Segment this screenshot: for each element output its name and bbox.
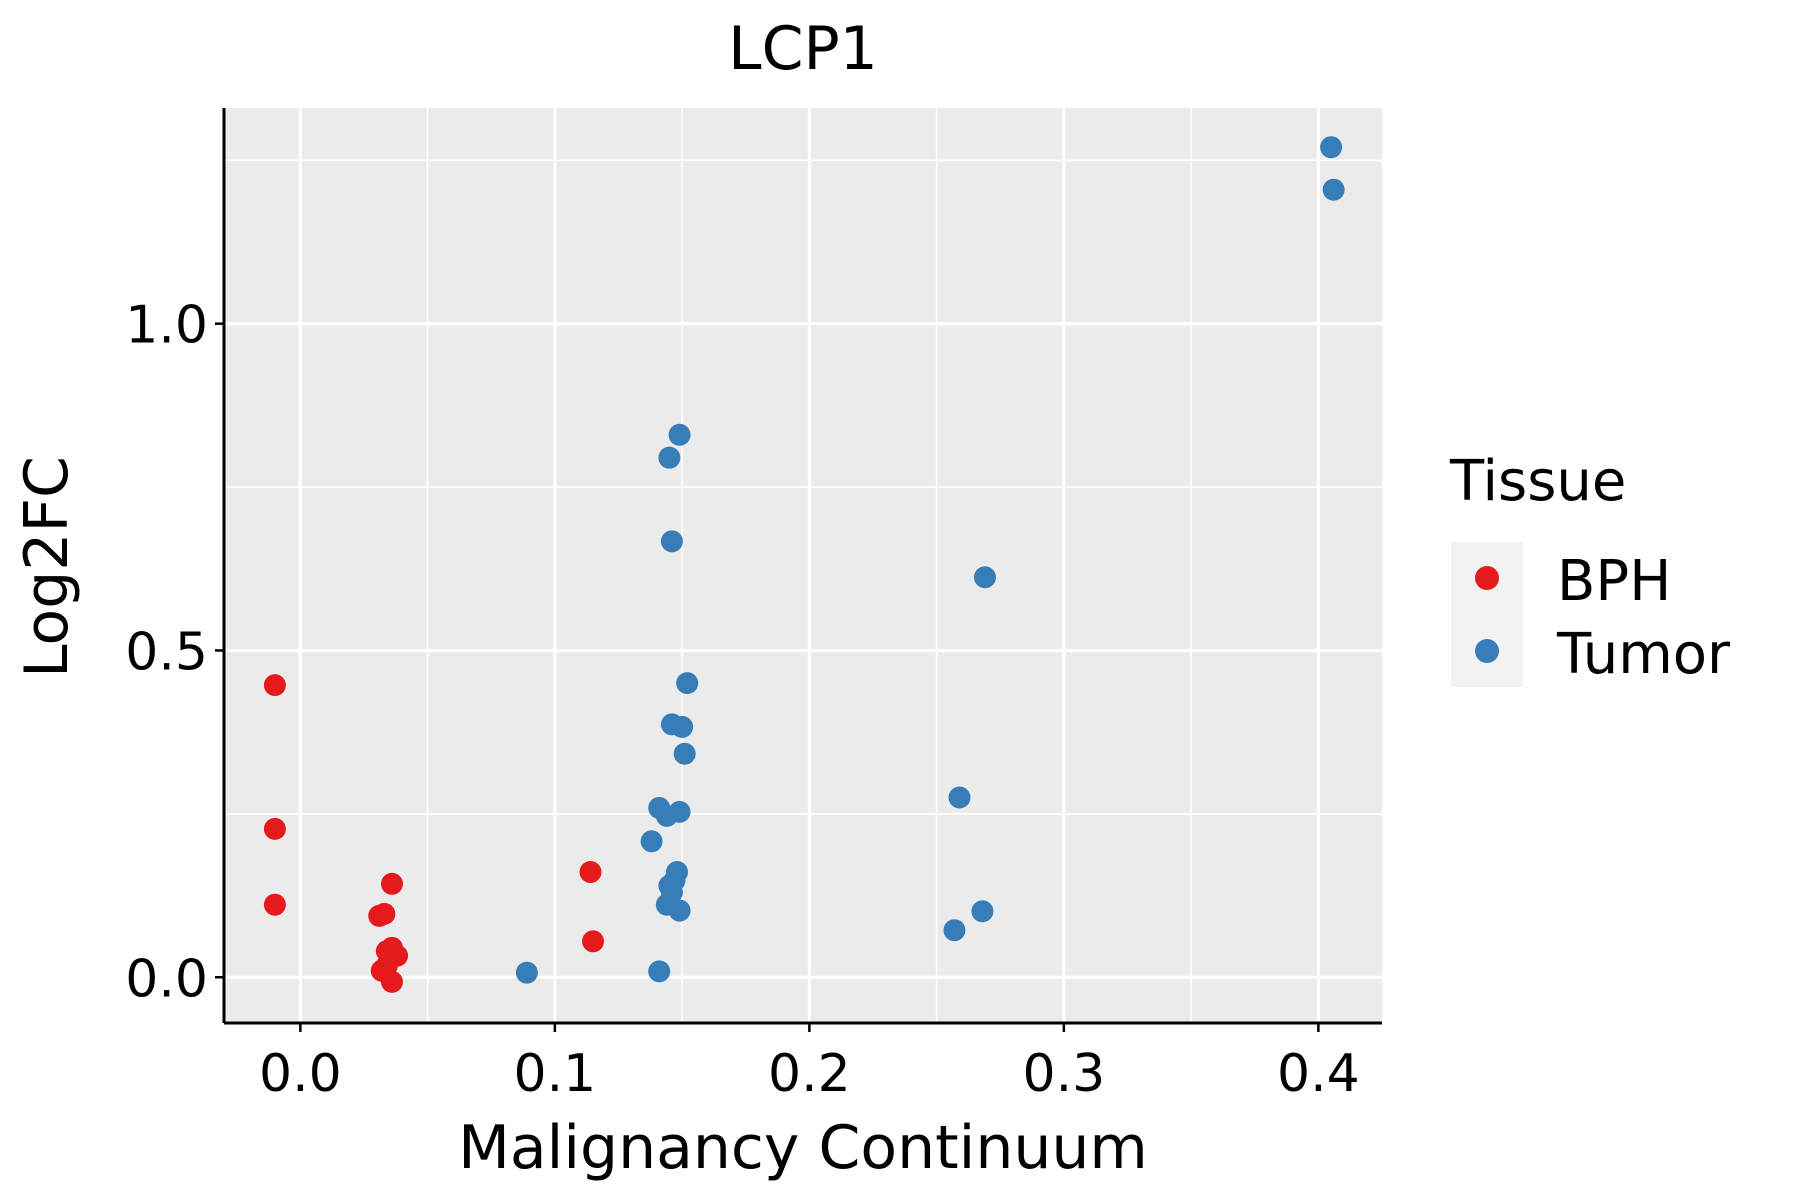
x-axis-ticks: 0.0 0.1 0.2 0.3 0.4 xyxy=(259,1023,1360,1104)
point-tumor-20 xyxy=(948,786,971,809)
point-tumor-8 xyxy=(673,742,696,765)
x-tick-label-0: 0.0 xyxy=(259,1044,342,1104)
plot-panel xyxy=(224,108,1382,1023)
legend-title: Tissue xyxy=(1449,449,1626,514)
point-bph-12 xyxy=(579,861,602,884)
point-bph-5 xyxy=(380,872,403,895)
point-bph-4 xyxy=(373,902,396,925)
point-bph-0 xyxy=(263,674,286,697)
x-tick-label-2: 0.2 xyxy=(768,1044,851,1104)
legend: Tissue BPH Tumor xyxy=(1449,449,1731,687)
chart-title: LCP1 xyxy=(728,14,878,84)
point-tumor-23 xyxy=(1320,136,1343,159)
point-tumor-3 xyxy=(668,423,691,446)
point-bph-13 xyxy=(582,930,605,953)
y-tick-label-0: 0.0 xyxy=(125,949,208,1009)
point-tumor-1 xyxy=(648,960,671,983)
point-tumor-2 xyxy=(658,446,681,469)
point-bph-2 xyxy=(263,893,286,916)
point-tumor-18 xyxy=(668,899,691,922)
y-tick-label-2: 1.0 xyxy=(125,296,208,356)
point-tumor-24 xyxy=(1322,178,1345,201)
legend-label-tumor: Tumor xyxy=(1556,622,1731,687)
legend-key-bph xyxy=(1475,566,1499,590)
y-axis-ticks: 0.0 0.5 1.0 xyxy=(125,296,224,1009)
point-tumor-7 xyxy=(671,715,694,738)
x-tick-label-4: 0.4 xyxy=(1277,1044,1360,1104)
y-axis-title: Log2FC xyxy=(12,456,82,678)
point-tumor-0 xyxy=(515,961,538,984)
point-bph-1 xyxy=(263,817,286,840)
point-tumor-4 xyxy=(660,530,683,553)
x-tick-label-3: 0.3 xyxy=(1023,1044,1106,1104)
x-tick-label-1: 0.1 xyxy=(514,1044,597,1104)
point-tumor-12 xyxy=(640,830,663,853)
x-axis-title: Malignancy Continuum xyxy=(458,1113,1148,1183)
point-tumor-5 xyxy=(676,672,699,695)
legend-key-background xyxy=(1451,542,1523,687)
point-tumor-21 xyxy=(971,900,994,923)
legend-label-bph: BPH xyxy=(1557,549,1671,614)
data-points xyxy=(263,136,1345,993)
point-tumor-19 xyxy=(973,566,996,589)
point-tumor-11 xyxy=(668,800,691,823)
minor-gridlines xyxy=(224,108,1382,1023)
major-gridlines xyxy=(224,108,1382,1023)
point-tumor-22 xyxy=(943,919,966,942)
y-tick-label-1: 0.5 xyxy=(125,622,208,682)
legend-key-tumor xyxy=(1475,639,1499,663)
point-bph-11 xyxy=(380,970,403,993)
